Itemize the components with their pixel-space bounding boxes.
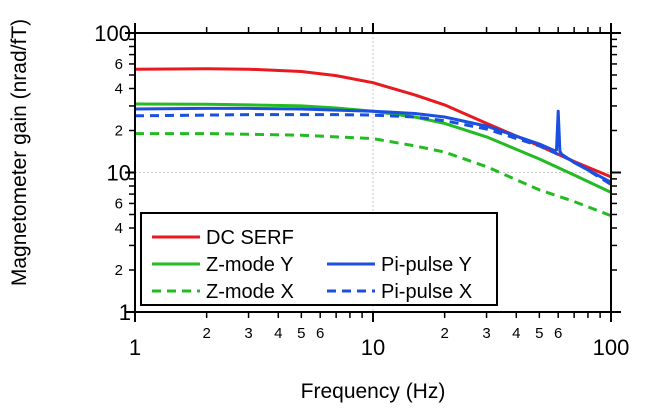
x-minor-tick-label: 5	[535, 325, 543, 342]
legend: DC SERF Z-mode Y Z-mode X Pi-pulse Y Pi-puls…	[140, 212, 498, 306]
series-line-zmode_y	[134, 102, 612, 194]
legend-label-zmode_x: Z-mode X	[206, 281, 294, 303]
x-minor-tick-label: 3	[244, 325, 252, 342]
y-minor-tick-label: 4	[115, 220, 123, 237]
x-minor-tick-label: 4	[274, 325, 282, 342]
y-tick-label: 100	[94, 21, 131, 46]
series-line-pipulse_x	[134, 113, 612, 186]
axis-ticks	[125, 23, 621, 322]
y-minor-tick-label: 2	[115, 123, 123, 140]
y-minor-tick-label: 6	[115, 56, 123, 73]
x-tick-label: 10	[361, 335, 385, 360]
y-minor-tick-label: 4	[115, 81, 123, 98]
y-minor-tick-label: 2	[115, 262, 123, 279]
x-minor-tick-label: 4	[512, 325, 520, 342]
series-line-dc_serf	[134, 67, 612, 179]
x-minor-tick-label: 2	[440, 325, 448, 342]
series-line-pipulse_y	[134, 106, 612, 184]
x-tick-label: 1	[129, 335, 141, 360]
legend-label-pipulse_x: Pi-pulse X	[381, 281, 472, 303]
x-axis-label: Frequency (Hz)	[301, 380, 446, 403]
x-minor-tick-label: 6	[554, 325, 562, 342]
x-minor-tick-label: 6	[316, 325, 324, 342]
x-minor-tick-label: 3	[482, 325, 490, 342]
legend-label-zmode_y: Z-mode Y	[206, 254, 293, 276]
legend-label-pipulse_y: Pi-pulse Y	[381, 254, 472, 276]
series-line-zmode_x	[135, 132, 612, 218]
y-minor-tick-label: 6	[115, 195, 123, 212]
y-tick-label: 1	[119, 300, 131, 325]
x-minor-tick-label: 5	[297, 325, 305, 342]
x-tick-label: 100	[593, 335, 630, 360]
y-axis-label: Magnetometer gain (nrad/fT)	[8, 19, 31, 286]
legend-box	[140, 212, 498, 306]
legend-label-dc_serf: DC SERF	[206, 227, 294, 249]
series-lines	[134, 67, 612, 218]
y-tick-label: 10	[107, 161, 131, 186]
x-minor-tick-label: 2	[202, 325, 210, 342]
